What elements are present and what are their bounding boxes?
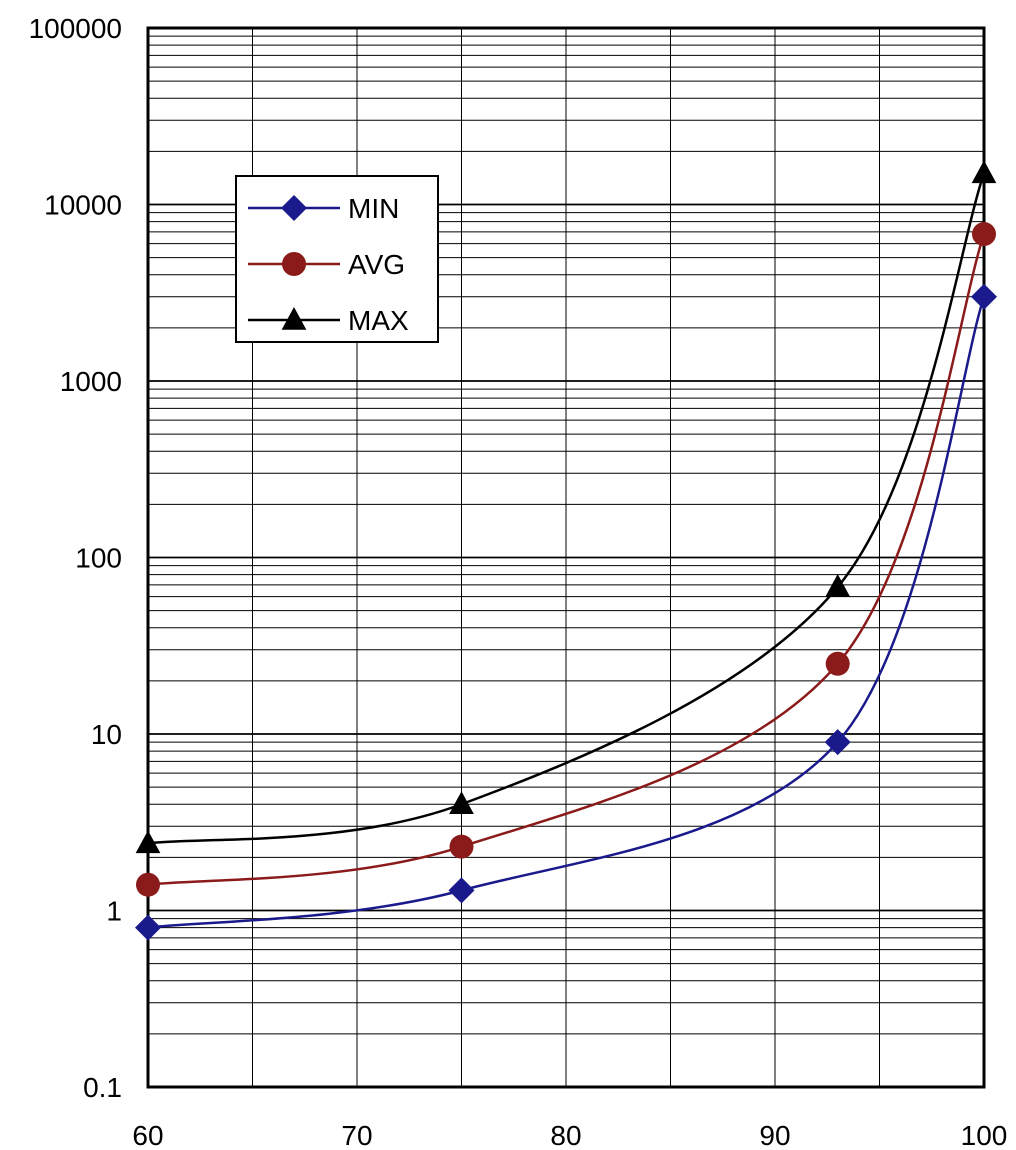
legend-box — [235, 175, 439, 343]
x-tick-label: 60 — [132, 1120, 163, 1150]
data-point-max — [135, 830, 161, 854]
legend-label-avg: AVG — [348, 249, 405, 280]
y-tick-label: 1 — [106, 896, 122, 927]
legend-marker-avg — [282, 252, 306, 276]
x-tick-label: 100 — [961, 1120, 1008, 1150]
series-line-max — [147, 173, 986, 845]
data-point-max — [971, 160, 997, 184]
x-tick-label: 70 — [341, 1120, 372, 1150]
y-tick-label: 1000 — [60, 366, 122, 397]
data-point-avg — [972, 222, 996, 247]
x-axis-tick-labels: 60 70 80 90 100 — [132, 1120, 1007, 1150]
y-tick-label: 10 — [91, 719, 122, 750]
data-point-min — [824, 729, 851, 756]
data-point-max — [449, 791, 474, 814]
data-point-min — [135, 914, 161, 941]
data-point-avg — [449, 834, 474, 859]
legend-label-max: MAX — [348, 305, 409, 336]
y-tick-label: 100 — [75, 543, 122, 574]
series-markers — [135, 160, 997, 941]
series-line-min — [147, 296, 986, 929]
plot-area-frame — [146, 26, 986, 1089]
data-point-min — [971, 283, 997, 310]
legend-items: MIN AVG MAX — [248, 193, 409, 336]
legend: MIN AVG MAX — [235, 175, 439, 343]
y-tick-label: 0.1 — [83, 1072, 122, 1103]
data-point-avg — [825, 651, 850, 676]
y-axis-tick-labels: 0.1 1 10 100 1000 10000 100000 — [29, 13, 122, 1103]
legend-label-min: MIN — [348, 193, 399, 224]
legend-marker-min — [281, 195, 307, 221]
series-line-avg — [147, 233, 986, 886]
data-point-max — [825, 574, 851, 597]
y-tick-label: 100000 — [29, 13, 122, 44]
series-lines — [147, 173, 986, 929]
x-tick-label: 90 — [759, 1120, 790, 1150]
legend-marker-max — [281, 307, 307, 330]
x-tick-label: 80 — [550, 1120, 581, 1150]
data-point-avg — [136, 872, 160, 897]
data-point-min — [448, 877, 475, 904]
y-tick-label: 10000 — [44, 190, 122, 221]
